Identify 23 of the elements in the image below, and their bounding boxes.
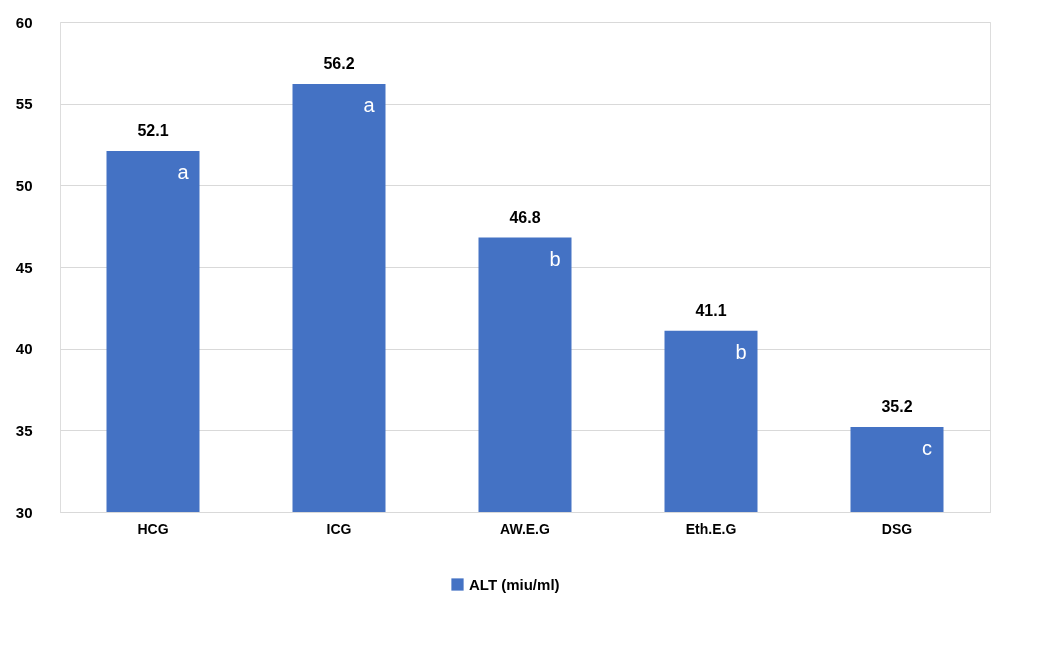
y-tick-label: 30 xyxy=(15,503,33,521)
data-label: 56.2 xyxy=(323,55,355,73)
annotation: c xyxy=(922,437,932,460)
data-label: 35.2 xyxy=(881,398,913,416)
legend-label: ALT (miu/ml) xyxy=(469,575,560,593)
data-label: 41.1 xyxy=(695,301,727,319)
x-tick-label: AW.E.G xyxy=(500,520,550,537)
annotation: b xyxy=(549,247,561,270)
x-tick-label: ICG xyxy=(326,520,352,537)
y-tick-label: 60 xyxy=(15,13,33,31)
annotation: a xyxy=(363,94,376,117)
y-tick-label: 40 xyxy=(15,340,33,358)
x-tick-label: Eth.E.G xyxy=(685,520,737,537)
annotation: b xyxy=(735,340,747,363)
annotation: a xyxy=(177,161,190,184)
x-tick-label: HCG xyxy=(137,520,169,537)
y-tick-label: 45 xyxy=(15,258,33,276)
data-label: 46.8 xyxy=(509,208,541,226)
y-tick-label: 50 xyxy=(15,176,33,194)
y-tick-label: 35 xyxy=(15,421,33,439)
data-label: 52.1 xyxy=(137,122,169,140)
x-tick-label: DSG xyxy=(881,520,913,537)
y-tick-label: 55 xyxy=(15,95,33,113)
